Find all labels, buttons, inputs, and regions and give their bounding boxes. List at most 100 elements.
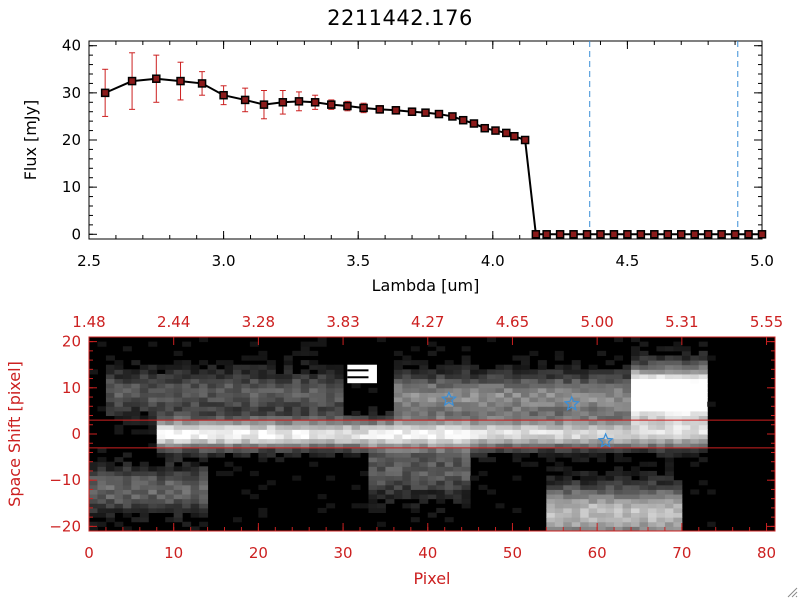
image-pixel xyxy=(639,438,649,444)
image-pixel xyxy=(410,517,420,523)
image-pixel xyxy=(326,410,336,417)
image-pixel xyxy=(393,364,403,370)
image-pixel xyxy=(199,443,209,449)
image-pixel xyxy=(503,373,513,380)
image-pixel xyxy=(148,410,158,417)
image-pixel xyxy=(656,364,666,370)
image-pixel xyxy=(156,387,166,393)
image-pixel xyxy=(436,480,446,486)
image-pixel xyxy=(266,397,276,403)
image-pixel xyxy=(571,489,581,495)
image-pixel xyxy=(673,341,683,347)
image-pixel xyxy=(520,364,530,370)
image-pixel xyxy=(664,461,674,467)
image-pixel xyxy=(495,424,505,430)
image-pixel xyxy=(656,512,666,518)
image-pixel xyxy=(707,521,717,527)
image-pixel xyxy=(232,364,242,370)
image-pixel xyxy=(614,337,624,343)
image-pixel xyxy=(664,346,674,352)
image-pixel xyxy=(681,397,691,403)
image-pixel xyxy=(673,494,683,500)
x-tick-label: 3.5 xyxy=(346,252,370,270)
image-pixel xyxy=(393,443,403,449)
image-pixel xyxy=(165,494,175,500)
image-pixel xyxy=(385,447,395,453)
image-pixel xyxy=(360,443,369,449)
image-pixel xyxy=(563,526,573,532)
image-pixel xyxy=(266,378,276,384)
image-pixel xyxy=(173,415,183,421)
image-pixel xyxy=(664,447,674,453)
image-pixel xyxy=(393,360,403,366)
image-pixel xyxy=(232,373,242,380)
image-pixel xyxy=(97,489,107,495)
image-pixel xyxy=(241,489,251,495)
image-pixel xyxy=(131,406,141,412)
image-pixel xyxy=(681,355,691,361)
image-pixel xyxy=(427,461,437,467)
image-pixel xyxy=(199,480,209,486)
image-pixel xyxy=(673,447,683,453)
image-pixel xyxy=(631,360,640,366)
image-pixel xyxy=(436,507,446,514)
image-pixel xyxy=(673,424,683,430)
image-pixel xyxy=(173,457,183,463)
image-pixel xyxy=(165,401,175,407)
image-pixel xyxy=(182,392,192,398)
image-pixel xyxy=(89,475,98,481)
image-pixel xyxy=(114,383,124,389)
image-pixel xyxy=(546,401,556,407)
image-pixel xyxy=(512,373,522,380)
image-pixel xyxy=(453,410,463,417)
image-pixel xyxy=(563,507,573,514)
image-pixel xyxy=(148,443,158,449)
image-pixel xyxy=(681,383,691,389)
image-pixel xyxy=(258,484,268,490)
image-pixel xyxy=(673,346,683,352)
image-pixel xyxy=(656,521,666,527)
image-pixel xyxy=(427,429,437,435)
image-pixel xyxy=(182,438,192,444)
image-pixel xyxy=(588,434,598,440)
image-pixel xyxy=(393,466,403,472)
image-pixel xyxy=(105,369,115,375)
image-pixel xyxy=(385,429,395,435)
top-axis-label: 3.83 xyxy=(326,313,359,331)
image-pixel xyxy=(546,406,556,412)
image-pixel xyxy=(402,438,412,444)
image-pixel xyxy=(554,397,564,403)
image-pixel xyxy=(461,415,471,421)
image-pixel xyxy=(249,397,259,403)
image-pixel xyxy=(453,461,463,467)
image-pixel xyxy=(258,392,268,398)
image-pixel xyxy=(182,341,192,347)
image-pixel xyxy=(309,350,319,356)
resize-grip-icon[interactable] xyxy=(786,586,798,598)
image-pixel xyxy=(317,434,327,440)
image-pixel xyxy=(529,424,539,430)
image-pixel xyxy=(156,410,166,417)
image-pixel xyxy=(216,383,226,389)
image-pixel xyxy=(427,383,437,389)
image-pixel xyxy=(631,424,640,430)
image-pixel xyxy=(190,406,200,412)
image-pixel xyxy=(444,392,454,398)
image-pixel xyxy=(402,429,412,435)
image-pixel xyxy=(554,378,564,384)
image-pixel xyxy=(622,498,632,504)
image-pixel xyxy=(647,424,657,430)
image-pixel xyxy=(266,424,276,430)
image-pixel xyxy=(266,392,276,398)
image-pixel xyxy=(190,480,200,486)
image-pixel xyxy=(605,489,615,495)
image-pixel xyxy=(622,447,632,453)
image-pixel xyxy=(199,498,209,504)
image-pixel xyxy=(605,447,615,453)
image-pixel xyxy=(156,429,166,435)
image-pixel xyxy=(690,373,700,380)
image-pixel xyxy=(495,443,505,449)
image-pixel xyxy=(402,373,412,380)
image-pixel xyxy=(503,443,513,449)
image-pixel xyxy=(393,434,403,440)
